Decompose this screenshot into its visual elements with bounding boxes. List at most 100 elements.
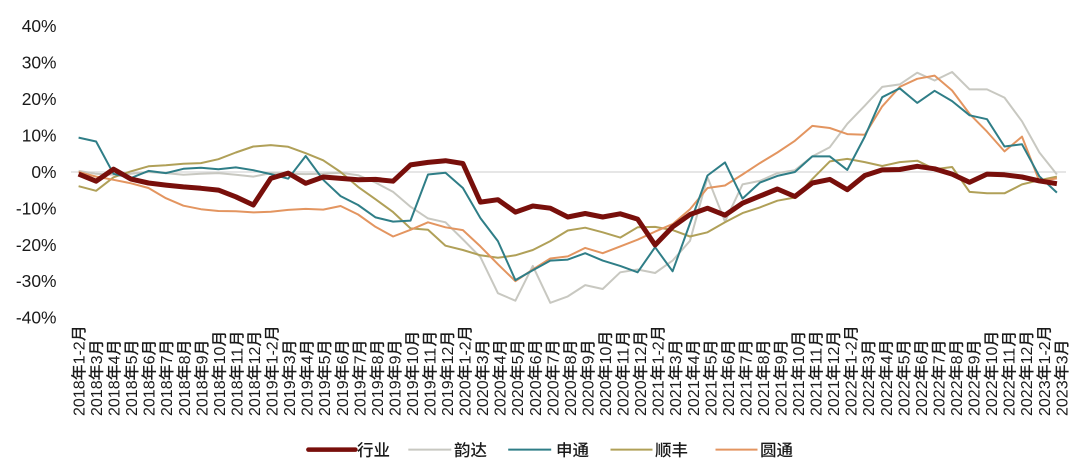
svg-text:30%: 30%	[22, 53, 57, 73]
svg-text:2020: 2020	[633, 380, 650, 416]
svg-text:11: 11	[809, 348, 826, 365]
svg-text:1-2: 1-2	[72, 341, 89, 364]
svg-text:20%: 20%	[22, 89, 57, 109]
svg-text:11: 11	[616, 348, 633, 365]
svg-text:8: 8	[563, 355, 580, 364]
svg-text:-40%: -40%	[16, 308, 57, 328]
svg-text:2018: 2018	[230, 380, 247, 416]
svg-text:8: 8	[756, 355, 773, 364]
svg-text:-30%: -30%	[16, 271, 57, 291]
svg-text:2021: 2021	[651, 380, 668, 416]
svg-text:3: 3	[89, 355, 106, 364]
svg-text:11: 11	[423, 348, 440, 365]
svg-text:4: 4	[107, 355, 124, 364]
svg-text:6: 6	[335, 355, 352, 364]
svg-text:-10%: -10%	[16, 198, 57, 218]
svg-text:2021: 2021	[668, 380, 685, 416]
svg-text:2021: 2021	[809, 380, 826, 416]
svg-text:2021: 2021	[774, 380, 791, 416]
svg-text:2021: 2021	[738, 380, 755, 416]
svg-text:2019: 2019	[440, 380, 457, 416]
svg-text:2019: 2019	[300, 380, 317, 416]
svg-text:2019: 2019	[335, 380, 352, 416]
svg-text:1-2: 1-2	[265, 341, 282, 364]
svg-text:8: 8	[177, 355, 194, 364]
svg-text:2020: 2020	[510, 380, 527, 416]
svg-text:5: 5	[896, 355, 913, 364]
svg-text:2021: 2021	[721, 380, 738, 416]
svg-text:2018: 2018	[124, 380, 141, 416]
svg-text:2022: 2022	[896, 380, 913, 416]
svg-text:9: 9	[967, 355, 984, 364]
svg-text:2021: 2021	[826, 380, 843, 416]
svg-text:2021: 2021	[703, 380, 720, 416]
svg-text:9: 9	[774, 355, 791, 364]
svg-text:2018: 2018	[177, 380, 194, 416]
svg-text:9: 9	[194, 355, 211, 364]
svg-text:2020: 2020	[458, 380, 475, 416]
svg-text:9: 9	[581, 355, 598, 364]
svg-text:2018: 2018	[159, 380, 176, 416]
svg-text:12: 12	[247, 347, 264, 365]
svg-text:2022: 2022	[949, 380, 966, 416]
svg-text:8: 8	[370, 355, 387, 364]
svg-text:7: 7	[159, 355, 176, 364]
svg-text:10: 10	[791, 347, 808, 365]
svg-text:1-2: 1-2	[844, 341, 861, 364]
svg-text:5: 5	[510, 355, 527, 364]
svg-text:2018: 2018	[212, 380, 229, 416]
svg-text:9: 9	[387, 355, 404, 364]
svg-text:0%: 0%	[31, 162, 56, 182]
svg-text:10: 10	[405, 347, 422, 365]
svg-text:40%: 40%	[22, 16, 57, 36]
svg-text:7: 7	[738, 355, 755, 364]
svg-text:10%: 10%	[22, 126, 57, 146]
svg-text:2022: 2022	[844, 380, 861, 416]
svg-text:2021: 2021	[686, 380, 703, 416]
svg-text:2019: 2019	[387, 380, 404, 416]
svg-text:2018: 2018	[194, 380, 211, 416]
svg-text:2018: 2018	[247, 380, 264, 416]
svg-text:6: 6	[528, 355, 545, 364]
svg-text:2020: 2020	[545, 380, 562, 416]
svg-text:2019: 2019	[282, 380, 299, 416]
svg-text:1-2: 1-2	[458, 341, 475, 364]
svg-text:5: 5	[317, 355, 334, 364]
svg-text:2018: 2018	[142, 380, 159, 416]
svg-text:2022: 2022	[1019, 380, 1036, 416]
svg-text:12: 12	[826, 347, 843, 365]
svg-text:11: 11	[230, 348, 247, 365]
svg-text:2020: 2020	[493, 380, 510, 416]
svg-text:12: 12	[1019, 347, 1036, 365]
svg-text:8: 8	[949, 355, 966, 364]
svg-text:2018: 2018	[107, 380, 124, 416]
svg-text:2020: 2020	[563, 380, 580, 416]
svg-text:7: 7	[352, 355, 369, 364]
svg-text:-20%: -20%	[16, 235, 57, 255]
svg-text:2019: 2019	[405, 380, 422, 416]
svg-text:1-2: 1-2	[1037, 341, 1054, 364]
svg-text:2022: 2022	[861, 380, 878, 416]
svg-text:4: 4	[686, 355, 703, 364]
svg-text:12: 12	[633, 347, 650, 365]
svg-text:3: 3	[475, 355, 492, 364]
svg-text:5: 5	[703, 355, 720, 364]
svg-text:5: 5	[124, 355, 141, 364]
svg-text:2022: 2022	[984, 380, 1001, 416]
svg-text:2022: 2022	[967, 380, 984, 416]
svg-text:11: 11	[1002, 348, 1019, 365]
svg-text:2019: 2019	[423, 380, 440, 416]
svg-text:6: 6	[142, 355, 159, 364]
svg-text:2022: 2022	[879, 380, 896, 416]
svg-text:3: 3	[1054, 355, 1071, 364]
svg-text:4: 4	[300, 355, 317, 364]
svg-text:2021: 2021	[791, 380, 808, 416]
svg-text:2022: 2022	[932, 380, 949, 416]
svg-text:2023: 2023	[1054, 380, 1071, 416]
svg-text:2020: 2020	[528, 380, 545, 416]
svg-text:10: 10	[598, 347, 615, 365]
svg-text:2022: 2022	[1002, 380, 1019, 416]
svg-text:2018: 2018	[72, 380, 89, 416]
svg-text:2020: 2020	[581, 380, 598, 416]
svg-text:12: 12	[440, 347, 457, 365]
